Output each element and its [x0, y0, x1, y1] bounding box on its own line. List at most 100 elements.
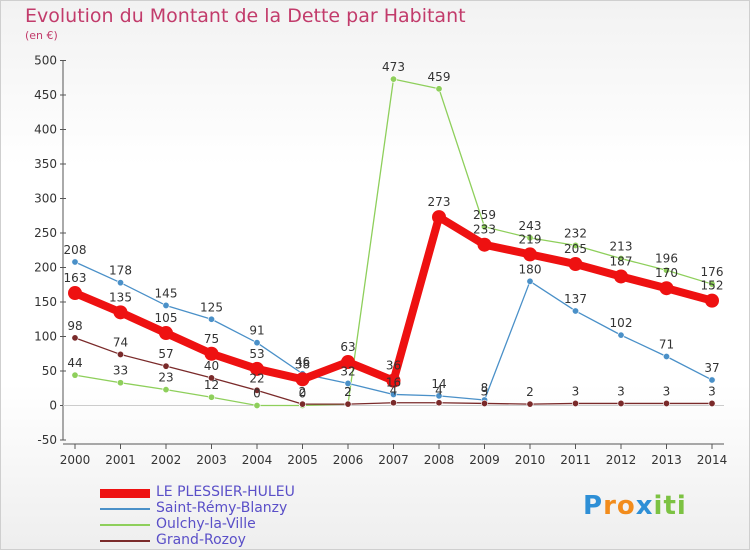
data-label: 98	[67, 319, 82, 333]
series-point	[208, 393, 216, 401]
data-label: 53	[249, 347, 264, 361]
data-label: 3	[708, 384, 716, 398]
data-label: 259	[473, 208, 496, 222]
series-point	[617, 255, 625, 263]
logo-letter: r	[603, 491, 617, 521]
x-tick-label: 2003	[196, 453, 227, 467]
data-label: 273	[428, 195, 451, 209]
data-label: 243	[519, 219, 542, 233]
series-point	[526, 400, 534, 408]
data-label: 152	[701, 279, 724, 293]
data-label: 176	[701, 265, 724, 279]
series-point	[295, 372, 310, 387]
data-label: 14	[431, 377, 446, 391]
data-label: 0	[299, 387, 307, 401]
data-label: 232	[564, 226, 587, 240]
y-tick-label: 500	[34, 54, 57, 68]
legend-label: Saint-Rémy-Blanzy	[156, 500, 288, 516]
data-label: 135	[109, 290, 132, 304]
series-point	[162, 386, 170, 394]
x-tick-label: 2001	[105, 453, 136, 467]
y-tick-label: 350	[34, 157, 57, 171]
series-point	[435, 392, 443, 400]
data-label: 2	[526, 385, 534, 399]
series-point	[662, 399, 670, 407]
x-tick-label: 2005	[287, 453, 318, 467]
x-tick-label: 2008	[424, 453, 455, 467]
data-label: 459	[428, 70, 451, 84]
legend-swatch	[100, 540, 150, 542]
series-point	[708, 399, 716, 407]
data-label: 180	[519, 262, 542, 276]
x-tick-label: 2012	[606, 453, 637, 467]
series-point	[208, 374, 216, 382]
series-point	[204, 346, 219, 361]
data-label: 125	[200, 300, 223, 314]
series-point	[480, 399, 488, 407]
data-label: 16	[386, 375, 401, 389]
proxiti-logo: Proxiti	[583, 491, 687, 521]
y-tick-label: 200	[34, 261, 57, 275]
series-point	[162, 362, 170, 370]
series-point	[253, 386, 261, 394]
series-point	[253, 339, 261, 347]
data-label: 36	[386, 359, 401, 373]
series-point	[705, 293, 719, 308]
y-tick-label: 100	[34, 330, 57, 344]
series-point	[389, 399, 397, 407]
data-label: 2	[344, 385, 352, 399]
series-point	[617, 331, 625, 339]
series-point	[523, 247, 537, 262]
x-tick-label: 2002	[151, 453, 182, 467]
data-label: 57	[158, 347, 173, 361]
data-label: 187	[610, 254, 633, 268]
data-label: 37	[704, 361, 719, 375]
data-label: 2	[299, 385, 307, 399]
y-tick-label: 50	[42, 364, 57, 378]
y-tick-label: 0	[49, 399, 57, 413]
data-label: 33	[113, 364, 128, 378]
series-point	[344, 379, 352, 387]
x-tick-label: 2009	[469, 453, 500, 467]
series-point	[614, 269, 628, 284]
unit-label: (en €)	[25, 29, 58, 42]
series-point	[117, 350, 125, 358]
data-label: 163	[64, 271, 87, 285]
series-point	[571, 307, 579, 315]
data-label: 3	[663, 384, 671, 398]
data-label: 473	[382, 60, 405, 74]
series-point	[344, 400, 352, 408]
series-point	[298, 400, 306, 408]
series-point	[568, 257, 583, 272]
data-label: 4	[390, 384, 398, 398]
logo-letter: P	[583, 491, 604, 521]
data-label: 71	[659, 338, 674, 352]
x-tick-label: 2000	[60, 453, 91, 467]
x-tick-label: 2010	[515, 453, 546, 467]
series-point	[389, 75, 397, 83]
y-tick-label: 250	[34, 226, 57, 240]
data-label: 46	[295, 355, 310, 369]
data-label: 44	[67, 356, 82, 370]
series-point	[480, 223, 488, 231]
series-point	[341, 355, 355, 370]
data-label: 213	[610, 240, 633, 254]
series-point	[477, 237, 492, 252]
y-tick-label: 400	[34, 123, 57, 137]
series-point	[432, 210, 446, 225]
legend-swatch	[100, 524, 150, 526]
data-label: 74	[113, 335, 128, 349]
logo-letter: i	[676, 491, 687, 521]
series-point	[113, 305, 128, 320]
legend-label: LE PLESSIER-HULEU	[156, 484, 295, 500]
legend-label: Oulchy-la-Ville	[156, 516, 256, 532]
series-point	[68, 286, 82, 301]
data-label: 3	[617, 384, 625, 398]
series-point	[526, 277, 534, 285]
data-label: 105	[155, 311, 178, 325]
series-point	[117, 279, 125, 287]
logo-letter: i	[653, 491, 664, 521]
series-point	[571, 241, 579, 249]
series-point	[159, 326, 173, 341]
